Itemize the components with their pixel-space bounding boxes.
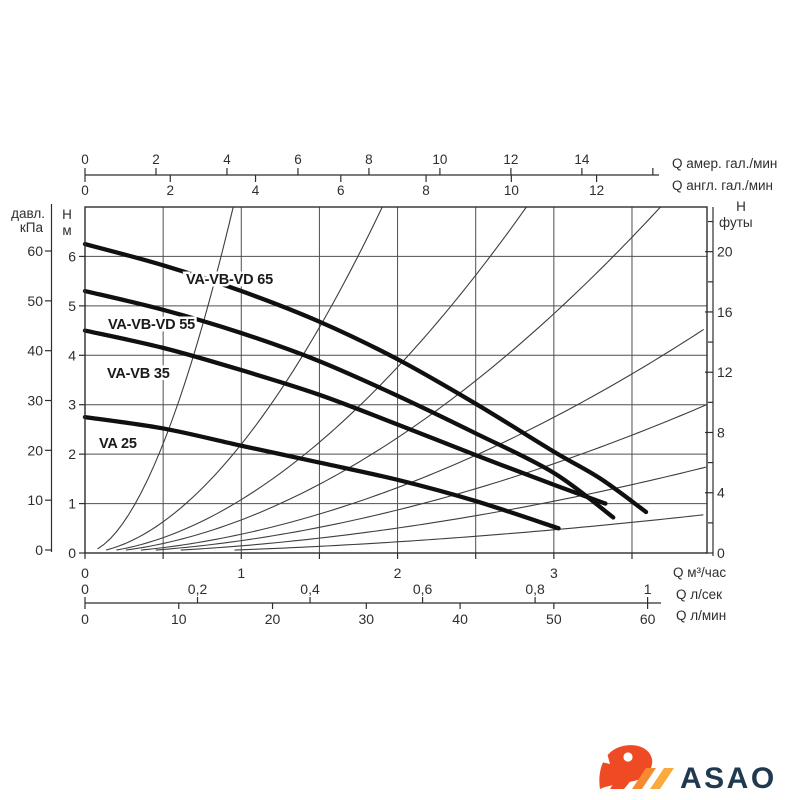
axis-bottom-lps-lpm: 0 0,2 0,4 0,6 0,8 1 Q л/сек 0 10 20 30 40 50 60 Q л/ми… <box>81 581 726 627</box>
axis-label-m: Н <box>62 207 72 222</box>
axis-label-lpm: Q л/мин <box>676 608 726 623</box>
tick-label-lps: 0,2 <box>188 581 208 597</box>
tick-label-m: 2 <box>68 446 76 462</box>
axis-label-m3h: Q м³/час <box>673 565 726 580</box>
pump-curve-va-vb-35 <box>82 328 608 506</box>
tick-label-imp-gpm: 0 <box>81 183 89 198</box>
tick-label-kpa: 40 <box>27 343 43 359</box>
tick-label-m: 5 <box>68 298 76 314</box>
system-curve-7 <box>180 466 706 551</box>
tick-label-lps: 0,6 <box>413 581 433 597</box>
system-curve-4 <box>125 206 661 551</box>
tick-label-ft: 12 <box>717 364 733 380</box>
axis-left-m: 6 5 4 3 2 1 0 Нм <box>62 207 85 561</box>
tick-label-m: 0 <box>68 545 76 561</box>
system-curve-6 <box>155 404 707 551</box>
swan-icon <box>597 745 674 789</box>
axis-bottom-m3h: 0 1 2 3 Q м³/час <box>81 553 726 581</box>
tick-label-lpm: 10 <box>171 611 187 627</box>
pump-curve-va-vb-vd-55 <box>82 288 616 520</box>
axis-label-kpa: кПа <box>20 220 44 235</box>
tick-label-lps: 0,8 <box>525 581 545 597</box>
axis-label-ft: футы <box>719 215 753 230</box>
plot-border <box>84 206 708 554</box>
tick-label-us-gpm: 2 <box>152 152 160 167</box>
tick-label-kpa: 50 <box>27 293 43 309</box>
tick-label-kpa: 10 <box>27 492 43 508</box>
tick-label-lpm: 20 <box>265 611 281 627</box>
tick-label-lpm: 40 <box>452 611 468 627</box>
tick-label-ft: 8 <box>717 424 725 440</box>
curve-label-va-vb-vd-55: VA-VB-VD 55 <box>108 317 195 333</box>
tick-label-kpa: 20 <box>27 442 43 458</box>
tick-label-ft: 20 <box>717 244 733 260</box>
tick-label-imp-gpm: 8 <box>422 183 430 198</box>
tick-label-ft: 4 <box>717 485 725 501</box>
system-curve-8 <box>234 514 704 551</box>
system-curve-1 <box>97 206 234 550</box>
tick-label-us-gpm: 6 <box>294 152 302 167</box>
axis-label-lps: Q л/сек <box>676 587 722 602</box>
tick-label-imp-gpm: 6 <box>337 183 345 198</box>
tick-label-lps: 0 <box>81 581 89 597</box>
tick-label-imp-gpm: 12 <box>589 183 604 198</box>
system-curves <box>97 206 707 551</box>
axis-label-m: м <box>62 223 71 238</box>
axis-left-kpa: 60 50 40 30 20 10 0 давл.кПа <box>11 204 53 558</box>
tick-label-imp-gpm: 2 <box>167 183 175 198</box>
tick-label-m3h: 3 <box>550 565 558 581</box>
tick-label-lpm: 30 <box>359 611 375 627</box>
system-curve-3 <box>116 206 527 551</box>
tick-label-m: 6 <box>68 248 76 264</box>
tick-label-m3h: 2 <box>394 565 402 581</box>
tick-label-kpa: 30 <box>27 393 43 409</box>
tick-label-us-gpm: 0 <box>81 152 89 167</box>
tick-label-lps: 1 <box>644 581 652 597</box>
axis-label-ft: Н <box>736 199 746 214</box>
tick-label-us-gpm: 8 <box>365 152 373 167</box>
tick-label-lpm: 50 <box>546 611 562 627</box>
axis-label-imp-gpm: Q англ. гал./мин <box>672 178 773 193</box>
curve-label-va-vb-vd-65: VA-VB-VD 65 <box>186 272 273 288</box>
brand-logo: ASAO <box>597 745 777 795</box>
axis-label-us-gpm: Q амер. гал./мин <box>672 156 777 171</box>
pump-curve-labels: VA 25 VA-VB 35 VA-VB-VD 55 VA-VB-VD 65 <box>97 270 276 455</box>
tick-label-m: 1 <box>68 496 76 512</box>
tick-label-kpa: 60 <box>27 243 43 259</box>
system-curve-2 <box>105 206 383 551</box>
tick-label-lpm: 0 <box>81 611 89 627</box>
tick-label-m: 3 <box>68 397 76 413</box>
grid <box>85 207 707 553</box>
tick-label-kpa: 0 <box>35 542 43 558</box>
tick-label-us-gpm: 12 <box>503 152 518 167</box>
system-curve-5 <box>140 329 704 551</box>
pump-curves <box>82 241 649 531</box>
axis-label-kpa: давл. <box>11 206 45 221</box>
tick-label-ft: 0 <box>717 545 725 561</box>
tick-label-us-gpm: 14 <box>574 152 590 167</box>
pump-curve-va-vb-vd-65 <box>82 241 649 515</box>
tick-label-us-gpm: 4 <box>223 152 231 167</box>
tick-label-imp-gpm: 4 <box>252 183 260 198</box>
tick-label-imp-gpm: 10 <box>504 183 519 198</box>
tick-label-lpm: 60 <box>640 611 656 627</box>
axis-top-gpm: 0 2 4 6 8 10 12 14 Q амер. гал./мин 0 2 4 6 8 10 12 Q ан… <box>81 152 777 198</box>
tick-label-lps: 0,4 <box>300 581 320 597</box>
curve-label-va-vb-35: VA-VB 35 <box>107 366 170 382</box>
tick-label-m3h: 1 <box>237 565 245 581</box>
tick-label-m: 4 <box>68 347 76 363</box>
pump-curve-va-25 <box>82 414 561 531</box>
curve-label-va-25: VA 25 <box>99 436 137 452</box>
brand-logo-text: ASAO <box>680 762 777 795</box>
tick-label-m3h: 0 <box>81 565 89 581</box>
tick-label-us-gpm: 10 <box>432 152 447 167</box>
tick-label-ft: 16 <box>717 304 733 320</box>
